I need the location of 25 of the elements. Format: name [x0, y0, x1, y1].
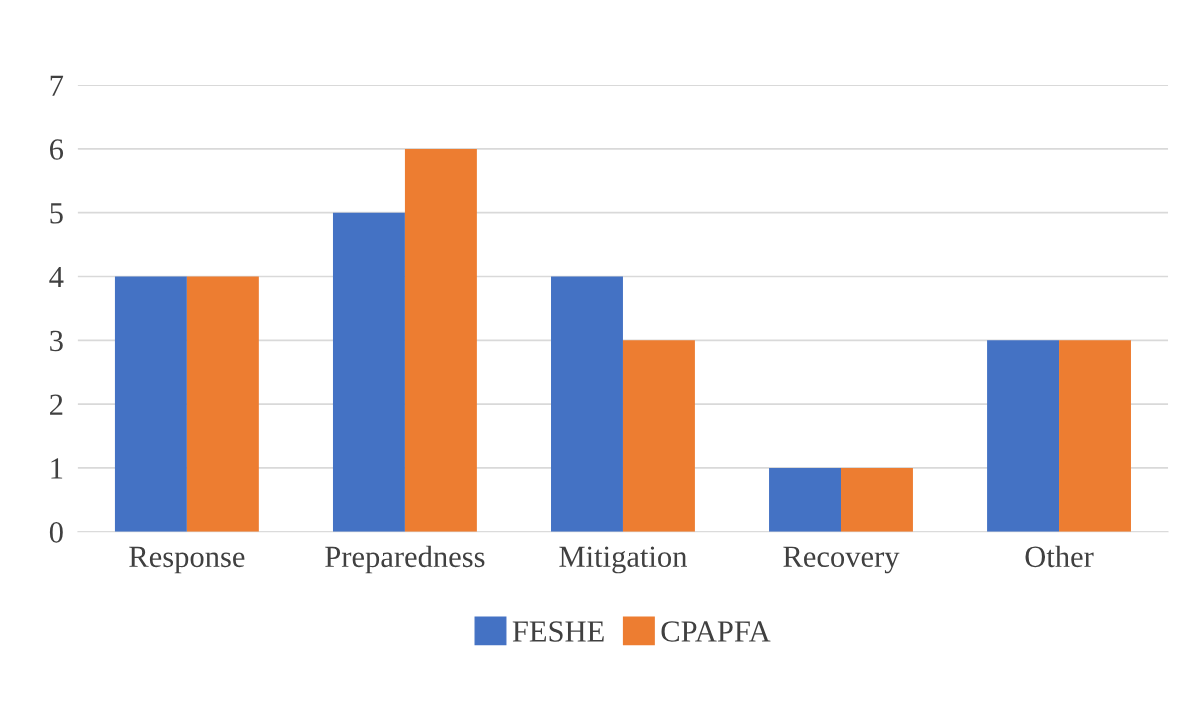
y-tick-label: 3 — [50, 330, 63, 352]
y-tick-label: 0 — [49, 522, 63, 543]
bar — [551, 276, 623, 532]
legend-label: CPAPFA — [661, 621, 771, 642]
bar — [114, 276, 187, 532]
bar — [404, 148, 477, 532]
bar — [769, 467, 841, 532]
bar — [841, 467, 913, 532]
x-tick-label: Mitigation — [559, 546, 687, 574]
x-tick-label: Recovery — [783, 546, 900, 574]
y-tick-label: 7 — [50, 75, 64, 96]
bar — [622, 340, 695, 532]
y-tick-label: 2 — [50, 394, 63, 415]
bar — [987, 340, 1060, 532]
x-tick-label: Other — [1025, 545, 1094, 568]
y-tick-label: 1 — [51, 458, 63, 479]
y-tick-label: 5 — [50, 203, 63, 224]
bar — [332, 212, 405, 532]
bar — [1059, 340, 1131, 532]
bar — [186, 276, 259, 532]
x-tick-label: Preparedness — [325, 545, 485, 574]
legend-label: FESHE — [512, 621, 604, 642]
y-tick-label: 4 — [49, 267, 64, 288]
y-tick-label: 6 — [50, 139, 64, 160]
x-tick-label: Response — [129, 546, 245, 574]
